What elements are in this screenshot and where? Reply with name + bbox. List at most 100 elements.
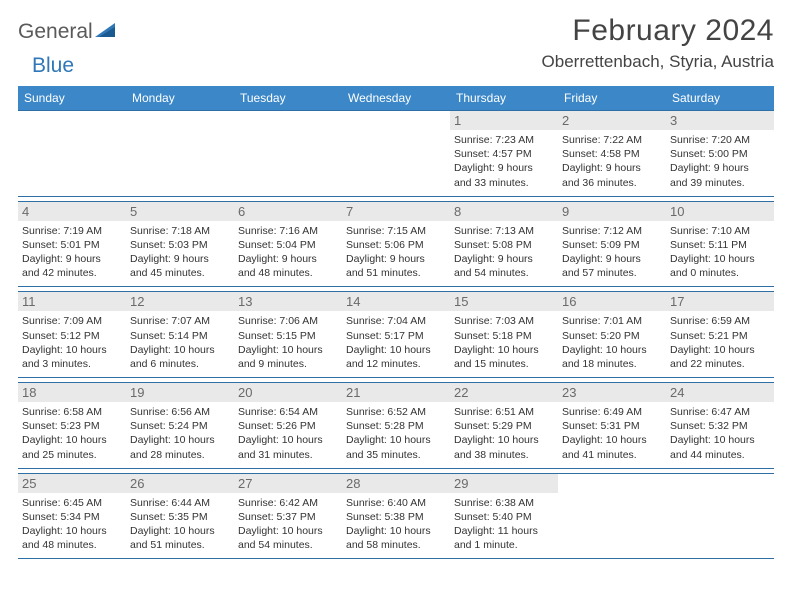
- sunrise-text: Sunrise: 7:16 AM: [238, 224, 338, 238]
- daylight-text: Daylight: 10 hours: [238, 343, 338, 357]
- day-number: 1: [450, 111, 558, 130]
- sunrise-text: Sunrise: 6:44 AM: [130, 496, 230, 510]
- calendar-week: 1 Sunrise: 7:23 AMSunset: 4:57 PMDaylight…: [18, 110, 774, 197]
- day-number: 12: [126, 292, 234, 311]
- daylight-text: and 22 minutes.: [670, 357, 770, 371]
- day-number: 2: [558, 111, 666, 130]
- calendar-cell: 29Sunrise: 6:38 AMSunset: 5:40 PMDayligh…: [450, 474, 558, 559]
- daylight-text: Daylight: 10 hours: [562, 343, 662, 357]
- daylight-text: and 51 minutes.: [346, 266, 446, 280]
- daylight-text: Daylight: 10 hours: [454, 433, 554, 447]
- daylight-text: Daylight: 10 hours: [130, 343, 230, 357]
- calendar-week: 4Sunrise: 7:19 AMSunset: 5:01 PMDaylight…: [18, 201, 774, 288]
- calendar-cell: 24Sunrise: 6:47 AMSunset: 5:32 PMDayligh…: [666, 383, 774, 468]
- daylight-text: Daylight: 10 hours: [670, 433, 770, 447]
- daylight-text: and 58 minutes.: [346, 538, 446, 552]
- calendar-cell: 26Sunrise: 6:44 AMSunset: 5:35 PMDayligh…: [126, 474, 234, 559]
- calendar-cell: 15Sunrise: 7:03 AMSunset: 5:18 PMDayligh…: [450, 292, 558, 377]
- sunset-text: Sunset: 5:04 PM: [238, 238, 338, 252]
- day-number: 3: [666, 111, 774, 130]
- daylight-text: and 51 minutes.: [130, 538, 230, 552]
- sunset-text: Sunset: 5:26 PM: [238, 419, 338, 433]
- calendar-cell: [666, 474, 774, 559]
- sunrise-text: Sunrise: 6:40 AM: [346, 496, 446, 510]
- daylight-text: Daylight: 9 hours: [346, 252, 446, 266]
- day-number: 8: [450, 202, 558, 221]
- daylight-text: and 25 minutes.: [22, 448, 122, 462]
- calendar-cell: 17Sunrise: 6:59 AMSunset: 5:21 PMDayligh…: [666, 292, 774, 377]
- day-number: 20: [234, 383, 342, 402]
- sunset-text: Sunset: 5:17 PM: [346, 329, 446, 343]
- calendar-cell: 2Sunrise: 7:22 AMSunset: 4:58 PMDaylight…: [558, 111, 666, 196]
- day-number: 21: [342, 383, 450, 402]
- sunrise-text: Sunrise: 6:45 AM: [22, 496, 122, 510]
- daylight-text: Daylight: 9 hours: [454, 161, 554, 175]
- daylight-text: and 6 minutes.: [130, 357, 230, 371]
- day-number: 14: [342, 292, 450, 311]
- calendar-cell: 1 Sunrise: 7:23 AMSunset: 4:57 PMDaylight…: [450, 111, 558, 196]
- weekday-col: Wednesday: [342, 86, 450, 110]
- calendar-cell: [558, 474, 666, 559]
- calendar-cell: 11Sunrise: 7:09 AMSunset: 5:12 PMDayligh…: [18, 292, 126, 377]
- logo-word-2: Blue: [32, 54, 74, 78]
- sunrise-text: Sunrise: 6:51 AM: [454, 405, 554, 419]
- calendar-cell: 27Sunrise: 6:42 AMSunset: 5:37 PMDayligh…: [234, 474, 342, 559]
- daylight-text: and 42 minutes.: [22, 266, 122, 280]
- calendar-cell: 28Sunrise: 6:40 AMSunset: 5:38 PMDayligh…: [342, 474, 450, 559]
- daylight-text: and 33 minutes.: [454, 176, 554, 190]
- daylight-text: and 0 minutes.: [670, 266, 770, 280]
- daylight-text: Daylight: 9 hours: [130, 252, 230, 266]
- daylight-text: Daylight: 10 hours: [670, 343, 770, 357]
- sunset-text: Sunset: 4:57 PM: [454, 147, 554, 161]
- sunset-text: Sunset: 5:29 PM: [454, 419, 554, 433]
- sunset-text: Sunset: 5:01 PM: [22, 238, 122, 252]
- daylight-text: Daylight: 9 hours: [454, 252, 554, 266]
- sunset-text: Sunset: 5:15 PM: [238, 329, 338, 343]
- calendar-cell: 5Sunrise: 7:18 AMSunset: 5:03 PMDaylight…: [126, 202, 234, 287]
- daylight-text: and 9 minutes.: [238, 357, 338, 371]
- sunset-text: Sunset: 5:40 PM: [454, 510, 554, 524]
- sunset-text: Sunset: 5:37 PM: [238, 510, 338, 524]
- daylight-text: Daylight: 11 hours: [454, 524, 554, 538]
- daylight-text: and 36 minutes.: [562, 176, 662, 190]
- day-number: 15: [450, 292, 558, 311]
- daylight-text: and 44 minutes.: [670, 448, 770, 462]
- daylight-text: and 45 minutes.: [130, 266, 230, 280]
- day-number: 24: [666, 383, 774, 402]
- daylight-text: and 15 minutes.: [454, 357, 554, 371]
- sunrise-text: Sunrise: 7:04 AM: [346, 314, 446, 328]
- daylight-text: and 12 minutes.: [346, 357, 446, 371]
- daylight-text: Daylight: 9 hours: [562, 252, 662, 266]
- daylight-text: and 35 minutes.: [346, 448, 446, 462]
- sunrise-text: Sunrise: 7:09 AM: [22, 314, 122, 328]
- calendar-page: General February 2024 Oberrettenbach, St…: [0, 0, 792, 612]
- sunset-text: Sunset: 5:20 PM: [562, 329, 662, 343]
- sunset-text: Sunset: 5:28 PM: [346, 419, 446, 433]
- day-number: 18: [18, 383, 126, 402]
- day-number: 29: [450, 474, 558, 493]
- calendar-cell: 13Sunrise: 7:06 AMSunset: 5:15 PMDayligh…: [234, 292, 342, 377]
- day-number: 13: [234, 292, 342, 311]
- day-number: 26: [126, 474, 234, 493]
- sunset-text: Sunset: 5:31 PM: [562, 419, 662, 433]
- calendar-cell: 9Sunrise: 7:12 AMSunset: 5:09 PMDaylight…: [558, 202, 666, 287]
- calendar-cell: 4Sunrise: 7:19 AMSunset: 5:01 PMDaylight…: [18, 202, 126, 287]
- sunrise-text: Sunrise: 6:59 AM: [670, 314, 770, 328]
- sunrise-text: Sunrise: 7:10 AM: [670, 224, 770, 238]
- day-number: 17: [666, 292, 774, 311]
- calendar-cell: 14Sunrise: 7:04 AMSunset: 5:17 PMDayligh…: [342, 292, 450, 377]
- calendar-cell: 3Sunrise: 7:20 AMSunset: 5:00 PMDaylight…: [666, 111, 774, 196]
- sunrise-text: Sunrise: 7:20 AM: [670, 133, 770, 147]
- sunrise-text: Sunrise: 7:23 AM: [454, 133, 554, 147]
- weekday-header: Sunday Monday Tuesday Wednesday Thursday…: [18, 86, 774, 110]
- sunset-text: Sunset: 5:18 PM: [454, 329, 554, 343]
- day-number: 7: [342, 202, 450, 221]
- sunset-text: Sunset: 5:00 PM: [670, 147, 770, 161]
- daylight-text: Daylight: 10 hours: [22, 433, 122, 447]
- daylight-text: Daylight: 10 hours: [346, 433, 446, 447]
- calendar-cell: 10Sunrise: 7:10 AMSunset: 5:11 PMDayligh…: [666, 202, 774, 287]
- sunset-text: Sunset: 5:35 PM: [130, 510, 230, 524]
- page-location: Oberrettenbach, Styria, Austria: [542, 52, 774, 72]
- daylight-text: and 54 minutes.: [454, 266, 554, 280]
- calendar-cell: 19Sunrise: 6:56 AMSunset: 5:24 PMDayligh…: [126, 383, 234, 468]
